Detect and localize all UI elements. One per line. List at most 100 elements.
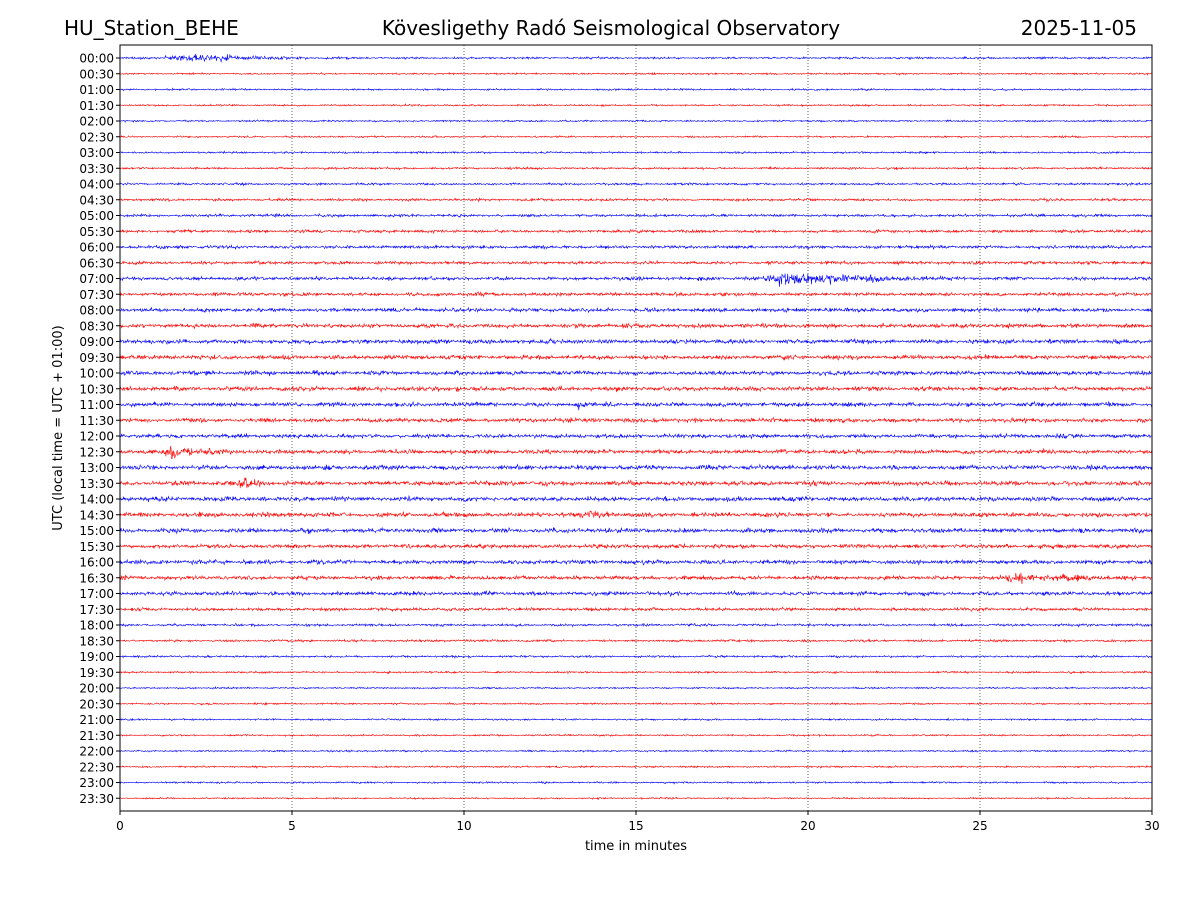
y-tick-label-04:00: 04:00	[79, 178, 114, 192]
y-tick-label-03:30: 03:30	[79, 162, 114, 176]
y-tick-label-12:00: 12:00	[79, 430, 114, 444]
trace-03:00	[119, 150, 1153, 155]
trace-16:00	[119, 558, 1152, 566]
trace-12:00	[119, 432, 1153, 440]
x-tick-label-30: 30	[1144, 819, 1159, 833]
trace-01:00	[119, 87, 1153, 92]
trace-21:30	[119, 733, 1153, 738]
trace-15:30	[119, 542, 1153, 550]
y-tick-label-12:30: 12:30	[79, 445, 114, 459]
y-tick-label-20:00: 20:00	[79, 682, 114, 696]
y-tick-label-20:30: 20:30	[79, 697, 114, 711]
x-axis-label: time in minutes	[585, 839, 687, 854]
trace-00:30	[119, 71, 1153, 76]
trace-17:00	[119, 589, 1153, 598]
trace-16:30	[119, 572, 1153, 584]
y-tick-label-14:00: 14:00	[79, 493, 114, 507]
trace-19:00	[119, 654, 1153, 659]
trace-08:30	[119, 321, 1153, 330]
trace-07:00	[119, 273, 1153, 287]
y-tick-label-00:30: 00:30	[79, 67, 114, 81]
trace-02:00	[119, 119, 1153, 123]
trace-03:30	[119, 165, 1153, 171]
trace-17:30	[119, 606, 1153, 613]
trace-01:30	[119, 103, 1153, 108]
y-tick-label-07:30: 07:30	[79, 288, 114, 302]
trace-11:00	[119, 400, 1153, 411]
y-tick-label-14:30: 14:30	[79, 508, 114, 522]
y-tick-label-23:00: 23:00	[79, 776, 114, 790]
y-tick-label-10:00: 10:00	[79, 367, 114, 381]
y-tick-label-21:00: 21:00	[79, 713, 114, 727]
y-tick-label-16:30: 16:30	[79, 571, 114, 585]
trace-21:00	[119, 717, 1153, 722]
y-tick-label-00:00: 00:00	[79, 52, 114, 66]
y-tick-label-05:00: 05:00	[79, 209, 114, 223]
x-ticks: 0 5 10 15 20 25 30	[116, 811, 1160, 833]
x-tick-label-25: 25	[972, 819, 987, 833]
y-tick-label-23:30: 23:30	[79, 792, 114, 806]
y-tick-label-09:30: 09:30	[79, 351, 114, 365]
y-tick-label-22:00: 22:00	[79, 745, 114, 759]
trace-12:30	[119, 445, 1153, 460]
y-tick-label-04:30: 04:30	[79, 193, 114, 207]
y-tick-label-22:30: 22:30	[79, 760, 114, 774]
y-tick-label-01:30: 01:30	[79, 99, 114, 113]
y-axis-label: UTC (local time = UTC + 01:00)	[51, 325, 66, 530]
trace-13:00	[119, 463, 1153, 471]
station-name: HU_Station_BEHE	[64, 16, 239, 40]
trace-04:00	[119, 181, 1153, 187]
trace-11:30	[119, 416, 1153, 424]
trace-layer	[119, 53, 1153, 801]
y-tick-label-08:00: 08:00	[79, 304, 114, 318]
trace-13:30	[119, 477, 1153, 489]
y-tick-label-06:30: 06:30	[79, 256, 114, 270]
trace-04:30	[119, 197, 1153, 203]
y-tick-label-16:00: 16:00	[79, 556, 114, 570]
trace-15:00	[119, 526, 1153, 535]
trace-08:00	[119, 306, 1153, 314]
trace-20:00	[119, 685, 1153, 690]
trace-09:30	[119, 353, 1153, 361]
x-tick-label-10: 10	[456, 819, 471, 833]
trace-23:30	[120, 796, 1153, 801]
y-tick-label-13:30: 13:30	[79, 477, 114, 491]
y-tick-label-18:00: 18:00	[79, 619, 114, 633]
y-tick-label-02:30: 02:30	[79, 130, 114, 144]
trace-02:30	[119, 134, 1153, 139]
trace-23:00	[119, 780, 1153, 785]
trace-18:00	[119, 622, 1153, 628]
y-tick-label-01:00: 01:00	[79, 83, 114, 97]
y-tick-label-17:30: 17:30	[79, 603, 114, 617]
y-tick-label-02:00: 02:00	[79, 115, 114, 129]
grid-layer	[291, 45, 981, 811]
y-tick-label-15:30: 15:30	[79, 540, 114, 554]
y-tick-label-11:00: 11:00	[79, 398, 114, 412]
trace-20:30	[119, 701, 1153, 706]
trace-10:30	[119, 385, 1153, 393]
y-tick-label-19:30: 19:30	[79, 666, 114, 680]
trace-00:00	[119, 53, 1153, 63]
plot-date: 2025-11-05	[1020, 16, 1137, 40]
y-tick-label-10:30: 10:30	[79, 382, 114, 396]
y-tick-label-06:00: 06:00	[79, 241, 114, 255]
x-tick-label-15: 15	[628, 819, 643, 833]
trace-19:30	[119, 670, 1153, 675]
trace-05:00	[119, 212, 1153, 219]
y-tick-label-07:00: 07:00	[79, 272, 114, 286]
y-tick-label-09:00: 09:00	[79, 335, 114, 349]
y-tick-label-21:30: 21:30	[79, 729, 114, 743]
observatory-title: Kövesligethy Radó Seismological Observat…	[381, 16, 841, 40]
x-tick-label-5: 5	[288, 819, 296, 833]
x-tick-label-20: 20	[800, 819, 815, 833]
y-tick-label-15:00: 15:00	[79, 524, 114, 538]
y-tick-label-13:00: 13:00	[79, 461, 114, 475]
y-tick-label-03:00: 03:00	[79, 146, 114, 160]
y-tick-label-17:00: 17:00	[79, 587, 114, 601]
x-tick-label-0: 0	[116, 819, 124, 833]
trace-06:30	[119, 259, 1153, 266]
trace-09:00	[119, 337, 1153, 345]
trace-14:30	[119, 510, 1153, 519]
